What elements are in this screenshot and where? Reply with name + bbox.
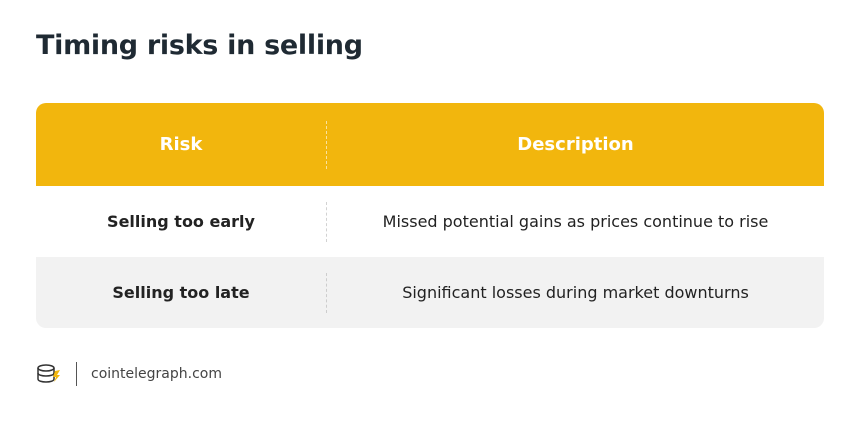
source: cointelegraph.com [91,366,222,382]
header-row: Risk Description [36,103,824,186]
row: Selling too early Missed potential gains… [36,186,824,257]
cell: Missed potential gains as prices continu… [326,201,824,242]
separator [76,362,77,386]
footer: cointelegraph.com [36,362,222,386]
cell: Selling too late [112,283,250,302]
cell: Significant losses during market downtur… [326,272,824,313]
logo [37,364,60,383]
table: Risk Description Selling too early Misse… [36,103,824,328]
cell: Selling too early [107,212,255,231]
header-cell: Risk [159,134,203,155]
row: Selling too late Significant losses duri… [36,257,824,328]
header-cell: Description [326,120,824,169]
title: Timing risks in selling [36,30,363,61]
